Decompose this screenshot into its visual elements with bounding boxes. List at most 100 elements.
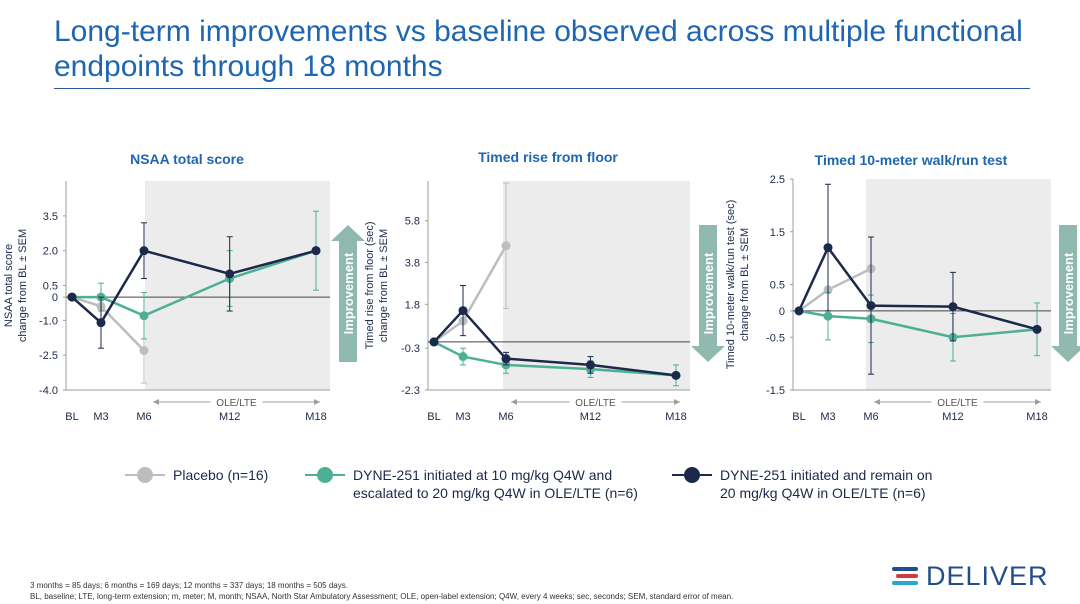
data-point	[311, 246, 321, 256]
ole-bracket-arrowhead	[1035, 399, 1041, 405]
data-point	[225, 269, 235, 279]
data-point	[866, 301, 876, 311]
y-tick-label: 1.8	[405, 299, 420, 311]
y-tick-label: -1.0	[39, 315, 58, 327]
data-point	[794, 306, 804, 316]
legend-label-remain: DYNE-251 initiated and remain on 20 mg/k…	[720, 466, 932, 502]
chart-panel-1: NSAA total score -4.0 -2.5 -1.0 00.5 2.0 3.5 BL…	[3, 151, 365, 423]
chart-title: Timed rise from floor	[478, 149, 618, 165]
legend-marker-placebo	[137, 467, 153, 483]
improvement-label: Improvement	[701, 252, 716, 334]
improvement-arrow	[331, 225, 365, 362]
legend-marker-escalated	[317, 467, 333, 483]
y-axis-label: change from BL ± SEM	[378, 229, 390, 342]
data-point	[823, 243, 833, 253]
x-tick-label: M6	[498, 411, 513, 423]
x-tick-label: M18	[665, 411, 686, 423]
y-tick-label: 1.5	[770, 227, 785, 239]
y-tick-label: 2.5	[770, 174, 785, 186]
y-tick-label: -0.3	[401, 343, 420, 355]
legend-text-line: escalated to 20 mg/kg Q4W in OLE/LTE (n=…	[353, 485, 638, 501]
x-tick-label: M3	[820, 411, 835, 423]
footnote-line: 3 months = 85 days; 6 months = 169 days;…	[30, 581, 348, 590]
x-tick-label: M3	[455, 411, 470, 423]
y-axis-label: Timed 10-meter walk/run test (sec)	[725, 200, 737, 370]
ole-shaded-region	[866, 179, 1051, 390]
x-tick-label: BL	[65, 411, 78, 423]
improvement-label: Improvement	[1061, 252, 1076, 334]
legend-label-escalated: DYNE-251 initiated at 10 mg/kg Q4W and e…	[353, 466, 638, 502]
series-placebo	[429, 182, 511, 347]
series-remain	[67, 222, 321, 349]
x-tick-label: BL	[792, 411, 805, 423]
x-tick-label: M6	[136, 411, 151, 423]
data-point	[458, 306, 468, 316]
y-axis-label: NSAA total score	[3, 244, 15, 327]
series-remain	[429, 285, 681, 380]
data-point	[458, 352, 468, 362]
legend-text-line: DYNE-251 initiated at 10 mg/kg Q4W and	[353, 467, 613, 483]
data-point	[948, 302, 958, 312]
slide-title: Long-term improvements vs baseline obser…	[54, 15, 1023, 83]
data-point	[823, 311, 833, 321]
series-line	[433, 245, 508, 343]
ole-bracket-arrowhead	[674, 399, 680, 405]
ole-bracket-arrowhead	[153, 399, 159, 405]
data-point	[139, 346, 149, 356]
legend-text-line: Placebo (n=16)	[173, 467, 269, 483]
y-tick-label: 0.5	[770, 280, 785, 292]
y-tick-label: 2.0	[43, 246, 58, 258]
y-tick-label: 5.8	[405, 216, 420, 228]
data-point	[429, 337, 439, 347]
title-divider	[54, 88, 1030, 89]
ole-bracket-arrowhead	[874, 399, 880, 405]
data-point	[585, 360, 595, 370]
deliver-logo: DELIVER	[890, 558, 1060, 594]
y-tick-label: 0.5	[43, 281, 58, 293]
ole-label: OLE/LTE	[575, 398, 616, 409]
logo-bar	[892, 567, 918, 571]
y-tick-label: -1.5	[766, 385, 785, 397]
series-placebo	[67, 292, 149, 384]
chart-panel-2: Timed rise from floor -2.3 -0.3 1.8 3.8 5.8 BL…	[364, 149, 725, 423]
y-tick-label: -0.5	[766, 332, 785, 344]
data-point	[67, 292, 77, 302]
x-tick-label: M18	[305, 411, 326, 423]
chart-title: NSAA total score	[130, 151, 244, 167]
x-tick-label: M6	[863, 411, 878, 423]
chart-panel-3: Timed 10-meter walk/run test -1.5 -0.5 0 0.5…	[725, 152, 1080, 423]
data-point	[96, 318, 106, 328]
y-tick-label: 3.5	[43, 211, 58, 223]
data-point	[139, 311, 149, 321]
legend-text-line: DYNE-251 initiated and remain on	[720, 467, 933, 483]
ole-shaded-region	[503, 181, 690, 390]
logo-bar	[896, 574, 918, 578]
x-tick-label: M12	[219, 411, 240, 423]
legend-marker-remain	[684, 467, 700, 483]
x-tick-label: M12	[580, 411, 601, 423]
ole-bracket-arrowhead	[511, 399, 517, 405]
ole-shaded-region	[145, 181, 330, 390]
series-placebo	[794, 264, 876, 316]
x-tick-label: M12	[942, 411, 963, 423]
y-tick-label: 0	[779, 306, 785, 318]
x-tick-label: M3	[93, 411, 108, 423]
x-tick-label: M18	[1026, 411, 1047, 423]
ole-label: OLE/LTE	[216, 398, 257, 409]
y-tick-label: 0	[52, 292, 58, 304]
chart-title: Timed 10-meter walk/run test	[815, 152, 1008, 168]
y-axis-label: change from BL ± SEM	[739, 228, 751, 341]
ole-bracket-arrowhead	[314, 399, 320, 405]
y-tick-label: -2.5	[39, 350, 58, 362]
series-remain	[794, 183, 1042, 375]
ole-label: OLE/LTE	[937, 398, 978, 409]
y-tick-label: -2.3	[401, 385, 420, 397]
data-point	[1032, 324, 1042, 334]
logo-bar	[892, 581, 918, 585]
data-point	[139, 246, 149, 256]
improvement-arrow	[691, 225, 725, 362]
legend: Placebo (n=16) DYNE-251 initiated at 10 …	[125, 466, 1025, 506]
data-point	[501, 354, 511, 364]
data-point	[671, 370, 681, 380]
